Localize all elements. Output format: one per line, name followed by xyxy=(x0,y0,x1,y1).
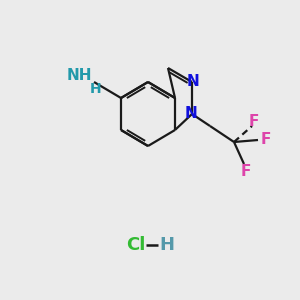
Text: N: N xyxy=(184,106,197,122)
Text: Cl: Cl xyxy=(126,236,146,254)
Text: NH: NH xyxy=(67,68,92,83)
Text: F: F xyxy=(249,115,259,130)
Text: H: H xyxy=(160,236,175,254)
Text: F: F xyxy=(261,133,271,148)
Text: H: H xyxy=(89,82,101,96)
Text: N: N xyxy=(187,74,200,88)
Text: F: F xyxy=(241,164,251,179)
